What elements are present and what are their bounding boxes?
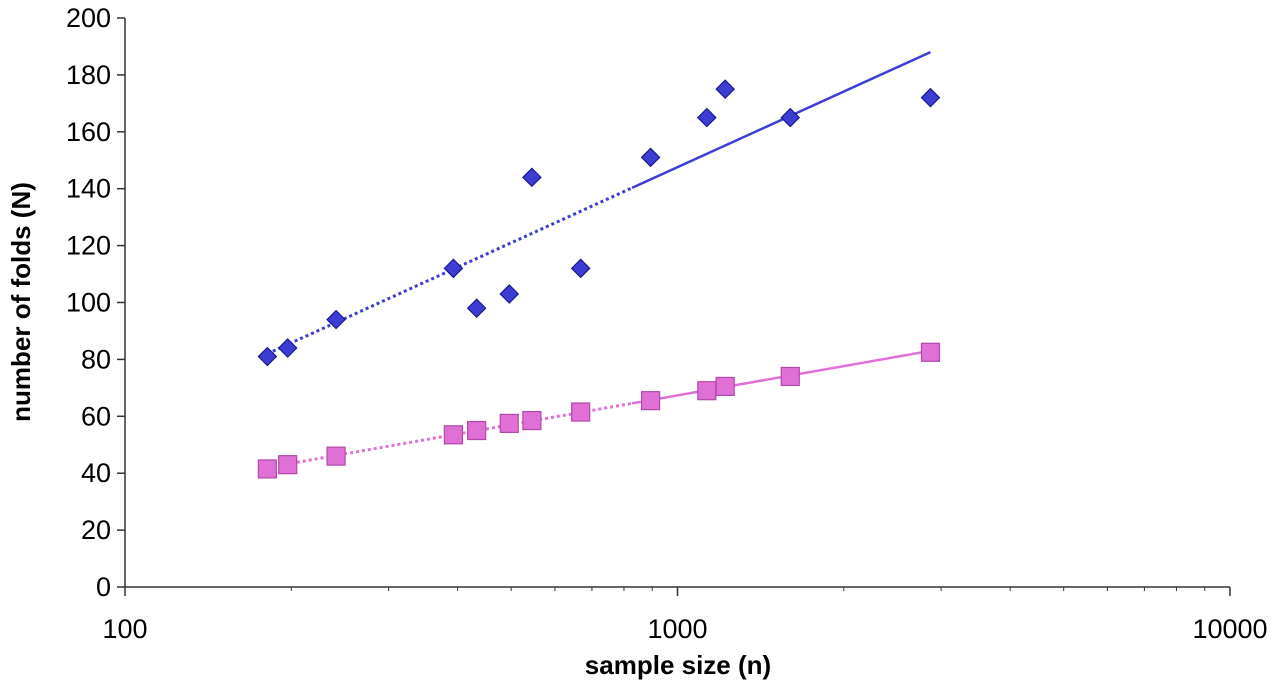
data-point-diamond bbox=[466, 298, 487, 319]
y-tick-label: 120 bbox=[66, 231, 111, 261]
trendlines bbox=[266, 51, 931, 469]
tick-labels: 0 20 40 60 80 100 120 140 160 180 200 100 1000 10000 bbox=[66, 3, 1268, 644]
y-tick-label: 100 bbox=[66, 288, 111, 318]
y-tick-label: 200 bbox=[66, 3, 111, 33]
data-point-square bbox=[780, 366, 800, 387]
y-tick-label: 60 bbox=[81, 401, 111, 431]
y-tick-label: 0 bbox=[96, 572, 111, 602]
x-tick-label: 1000 bbox=[647, 614, 707, 644]
data-point-square bbox=[257, 459, 277, 479]
y-tick-label: 180 bbox=[66, 60, 111, 90]
data-point-diamond bbox=[443, 258, 464, 279]
y-tick-label: 20 bbox=[81, 515, 111, 545]
x-axis-title: sample size (n) bbox=[585, 650, 771, 680]
data-point-diamond bbox=[570, 258, 591, 279]
x-tick-label: 100 bbox=[102, 614, 147, 644]
data-point-diamond bbox=[780, 107, 801, 128]
data-point-diamond bbox=[640, 147, 661, 168]
data-point-diamond bbox=[696, 107, 717, 128]
data-point-square bbox=[278, 455, 298, 475]
data-point-square bbox=[522, 410, 542, 431]
data-point-diamond bbox=[499, 284, 520, 304]
data-point-square bbox=[499, 413, 519, 434]
data-point-square bbox=[641, 391, 661, 411]
data-point-square bbox=[571, 402, 591, 422]
axes bbox=[117, 17, 1231, 596]
y-tick-label: 40 bbox=[81, 458, 111, 488]
data-point-square bbox=[443, 425, 464, 445]
data-point-diamond bbox=[522, 167, 542, 188]
y-axis-title: number of folds (N) bbox=[6, 182, 36, 422]
y-tick-label: 140 bbox=[66, 174, 111, 204]
data-point-diamond bbox=[715, 79, 736, 99]
data-point-square bbox=[715, 376, 735, 397]
data-point-diamond bbox=[277, 338, 298, 358]
y-tick-label: 160 bbox=[66, 117, 111, 147]
x-tick-label: 10000 bbox=[1192, 614, 1267, 644]
data-point-square bbox=[326, 446, 346, 466]
data-point-square bbox=[697, 381, 717, 401]
data-point-square bbox=[467, 420, 487, 441]
trendline-1-solid bbox=[631, 51, 931, 189]
data-point-square bbox=[920, 342, 941, 362]
data-points bbox=[257, 79, 941, 479]
y-tick-label: 80 bbox=[81, 344, 111, 374]
data-point-diamond bbox=[326, 309, 346, 330]
data-point-diamond bbox=[257, 346, 278, 367]
data-point-diamond bbox=[920, 87, 941, 108]
